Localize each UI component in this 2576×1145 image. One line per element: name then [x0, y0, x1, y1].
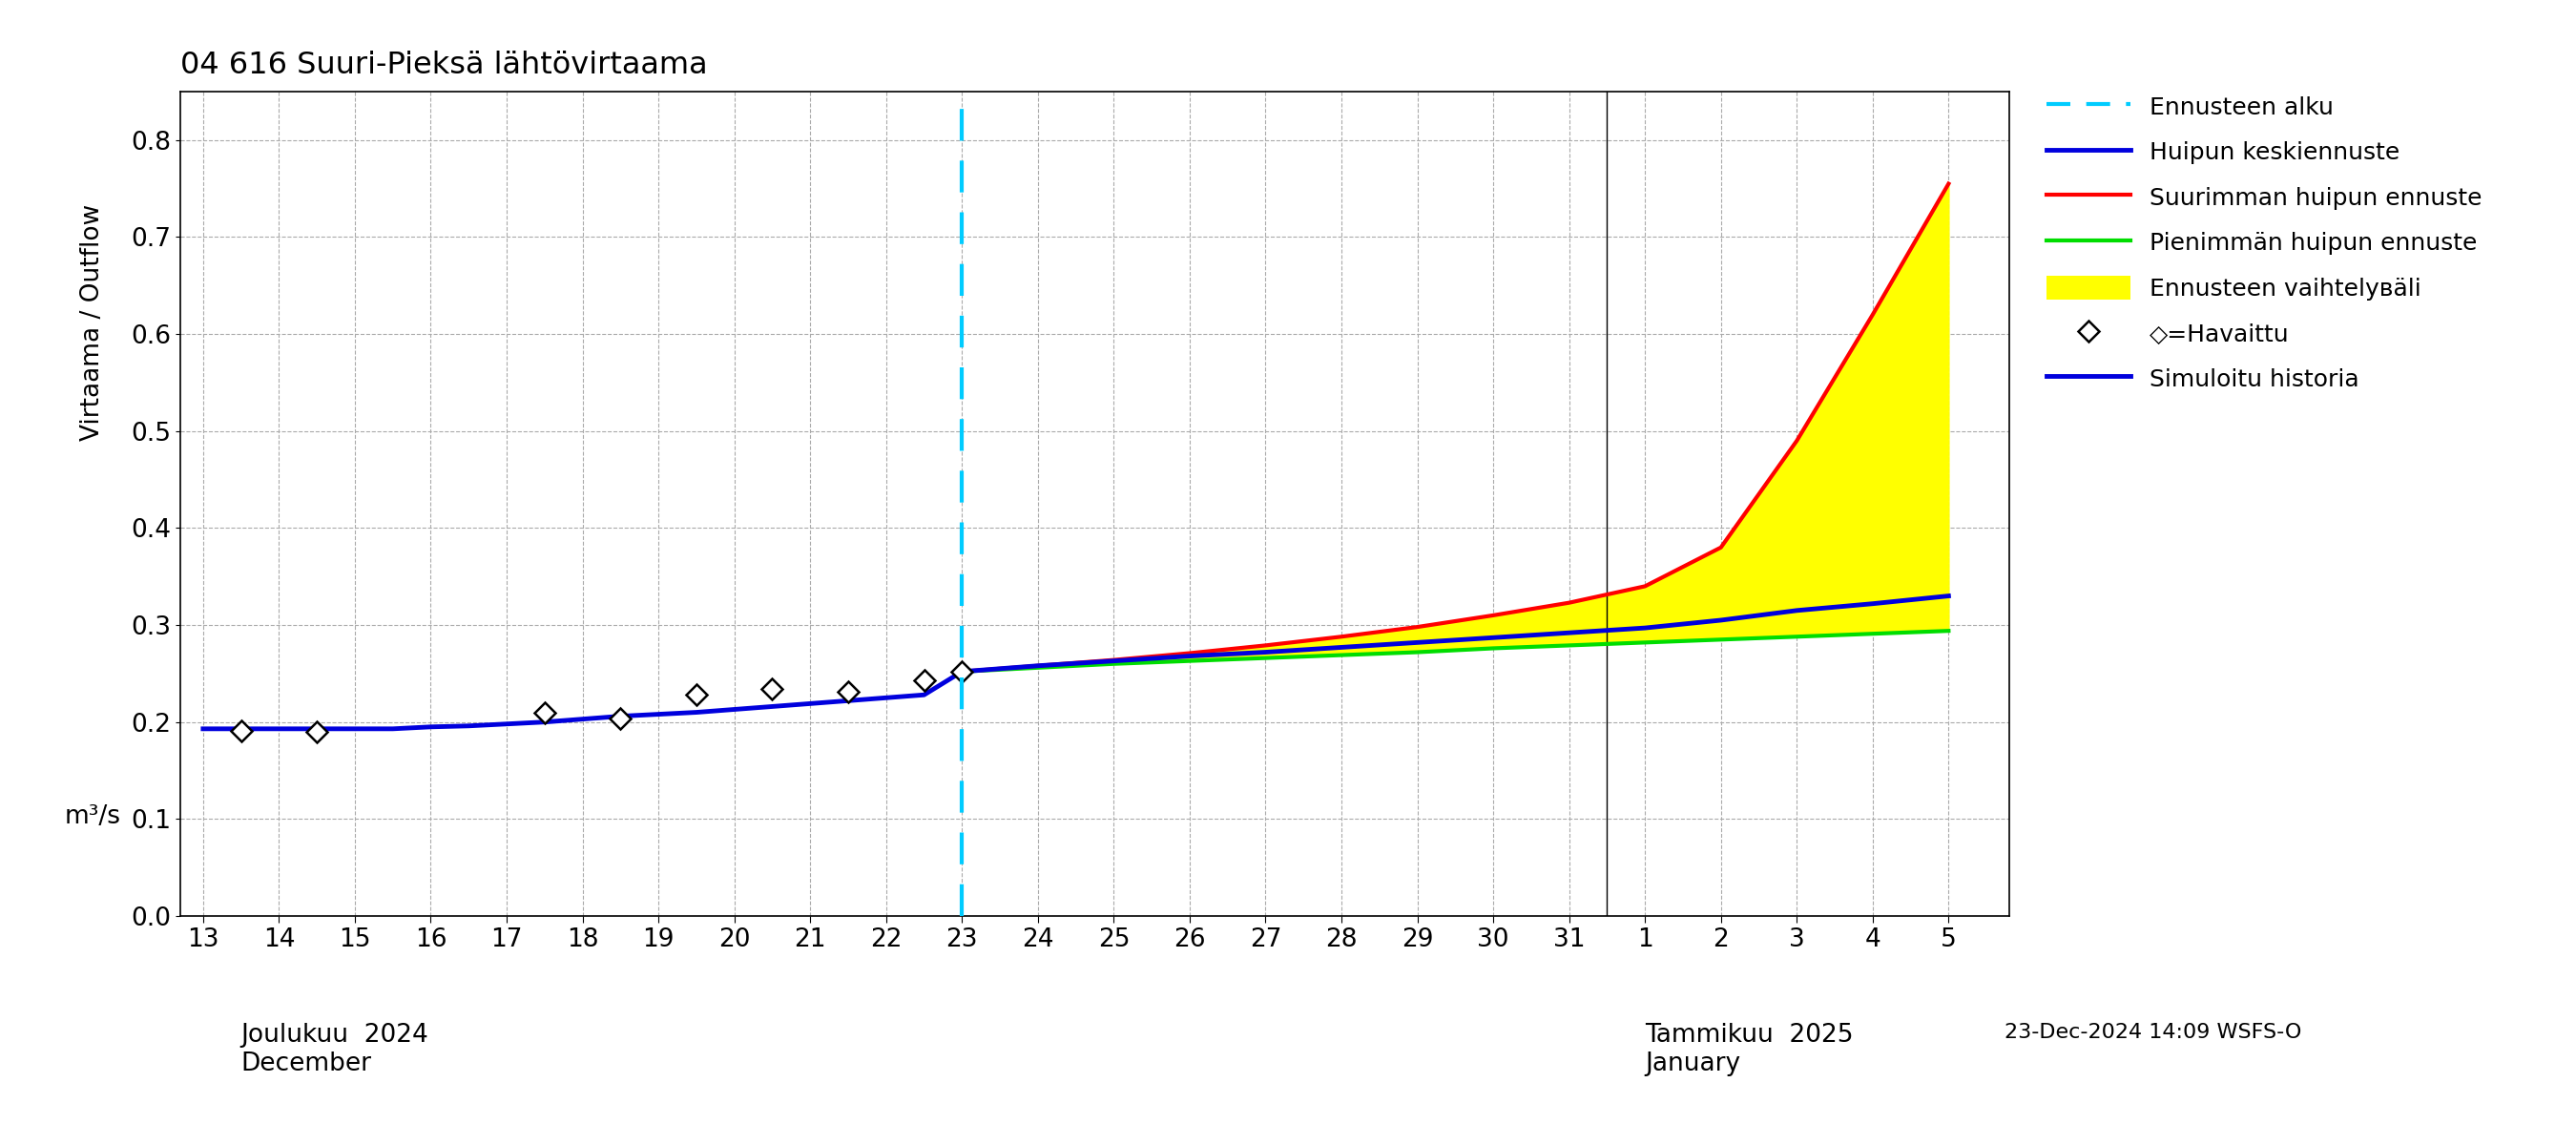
Text: Joulukuu  2024
December: Joulukuu 2024 December [242, 1024, 428, 1076]
Text: 23-Dec-2024 14:09 WSFS-O: 23-Dec-2024 14:09 WSFS-O [2004, 1024, 2303, 1042]
Text: 04 616 Suuri-Pieksä lähtövirtaama: 04 616 Suuri-Pieksä lähtövirtaama [180, 50, 708, 80]
Text: m³/s: m³/s [64, 805, 121, 829]
Text: Virtaama / Outflow: Virtaama / Outflow [80, 204, 106, 441]
Legend: Ennusteen alku, Huipun keskiennuste, Suurimman huipun ennuste, Pienimmän huipun : Ennusteen alku, Huipun keskiennuste, Suu… [2040, 87, 2488, 398]
Text: Tammikuu  2025
January: Tammikuu 2025 January [1646, 1024, 1855, 1076]
